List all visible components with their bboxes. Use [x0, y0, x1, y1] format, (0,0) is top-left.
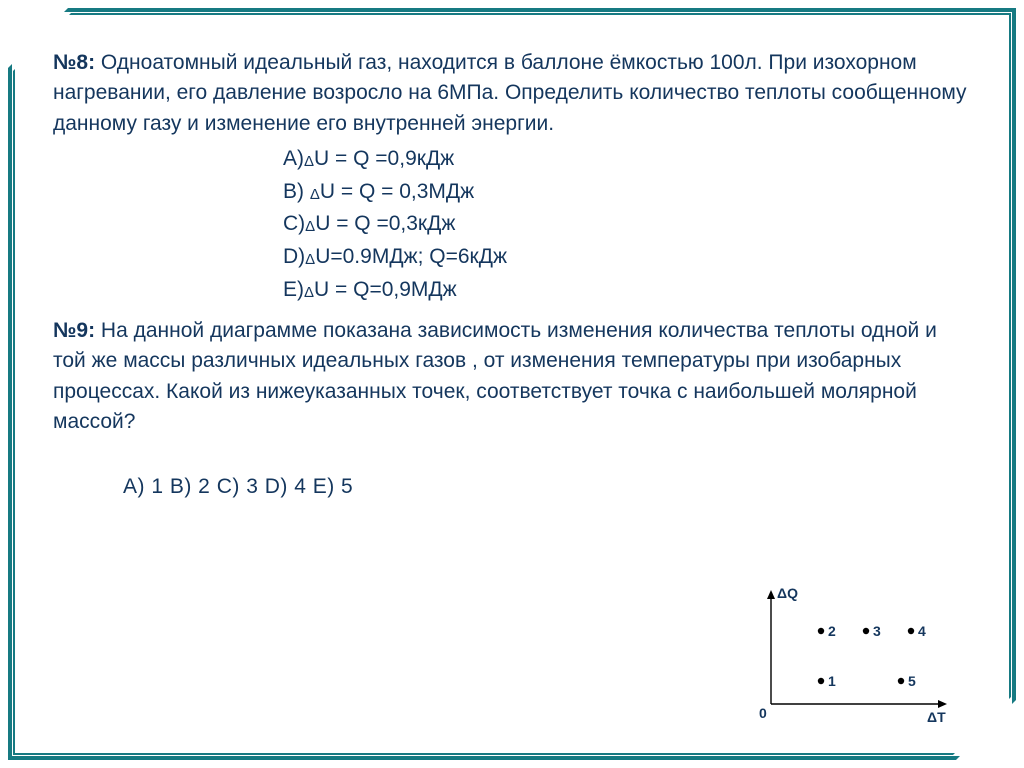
question-9: №9: На данной диаграмме показана зависим… — [53, 316, 971, 438]
q8-option-b: B) ΔU = Q = 0,3МДж — [283, 176, 971, 209]
q8-options: A)ΔU = Q =0,9кДж B) ΔU = Q = 0,3МДж C)ΔU… — [283, 143, 971, 306]
q8-option-c: C)ΔU = Q =0,3кДж — [283, 208, 971, 241]
svg-text:ΔT: ΔT — [927, 709, 946, 725]
q8-text: Одноатомный идеальный газ, находится в б… — [53, 51, 967, 135]
svg-text:1: 1 — [828, 673, 836, 689]
q8-label: №8: — [53, 51, 95, 74]
scatter-chart: ΔQ ΔT 0 1 2 3 4 5 — [751, 586, 951, 726]
svg-text:4: 4 — [918, 623, 926, 639]
q8-option-a: A)ΔU = Q =0,9кДж — [283, 143, 971, 176]
q8-option-e: E)ΔU = Q=0,9МДж — [283, 274, 971, 307]
svg-text:3: 3 — [873, 623, 881, 639]
content-area: №8: Одноатомный идеальный газ, находится… — [53, 48, 971, 730]
svg-text:0: 0 — [759, 705, 767, 721]
slide-frame: №8: Одноатомный идеальный газ, находится… — [8, 8, 1016, 760]
q9-label: №9: — [53, 319, 95, 342]
q8-option-d: D)ΔU=0.9МДж; Q=6кДж — [283, 241, 971, 274]
svg-text:5: 5 — [908, 673, 916, 689]
svg-text:ΔQ: ΔQ — [777, 586, 798, 601]
q9-answers: A) 1 B) 2 C) 3 D) 4 E) 5 — [123, 472, 971, 502]
q9-text: На данной диаграмме показана зависимость… — [53, 319, 937, 433]
question-8: №8: Одноатомный идеальный газ, находится… — [53, 48, 971, 139]
svg-text:2: 2 — [828, 623, 836, 639]
